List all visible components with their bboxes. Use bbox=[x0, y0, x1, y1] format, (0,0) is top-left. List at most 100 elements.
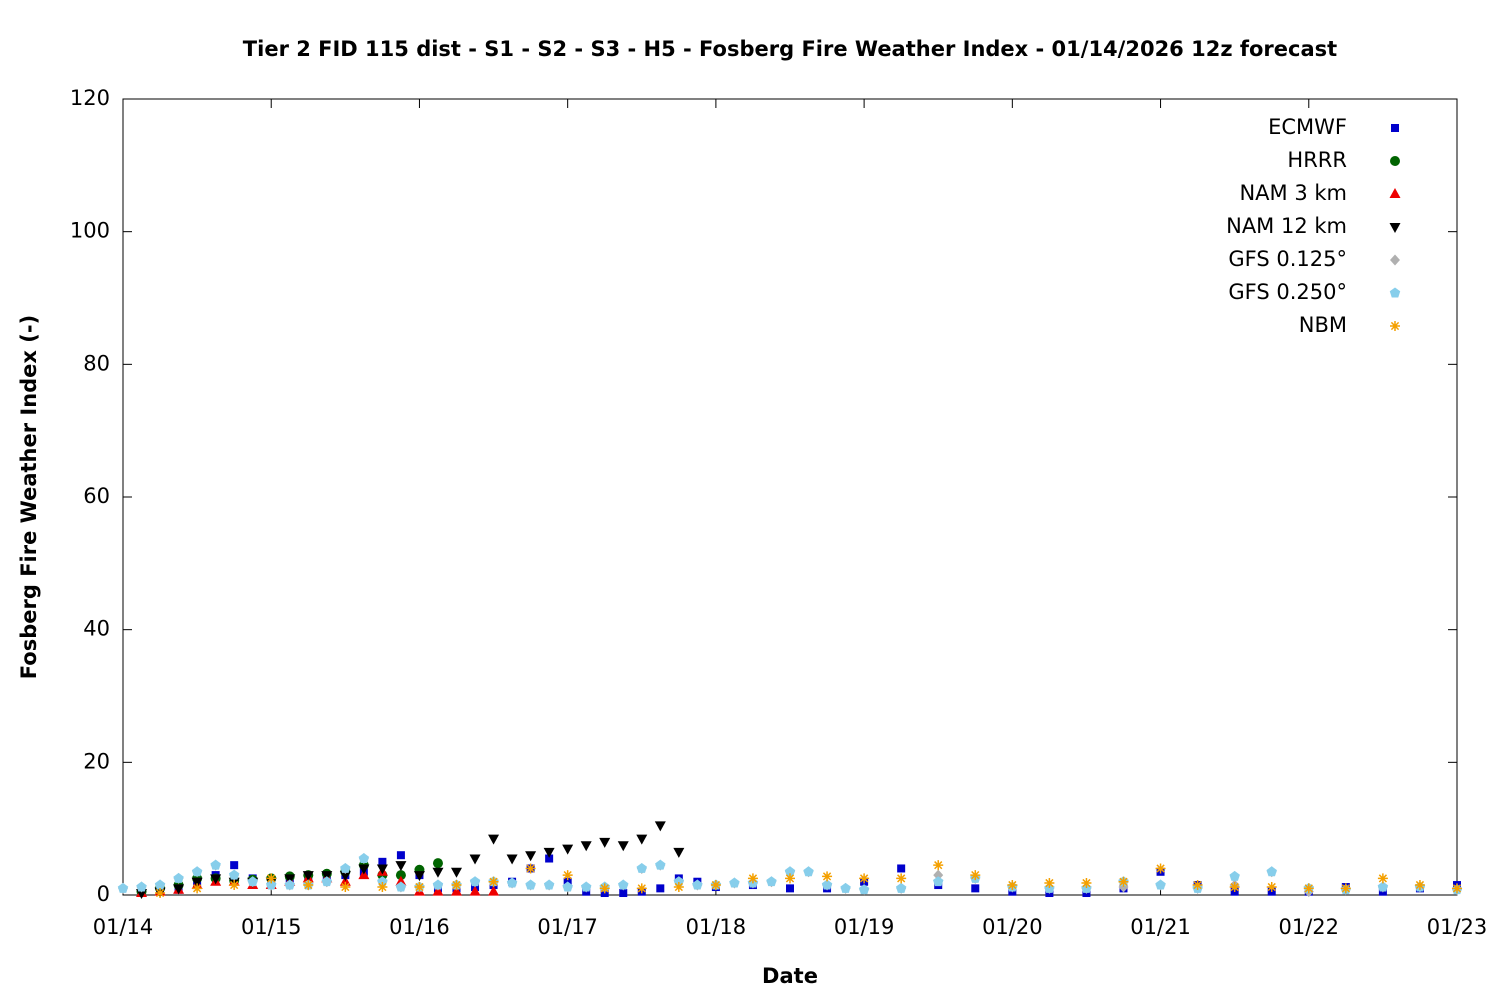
point bbox=[710, 880, 721, 891]
x-tick-label: 01/20 bbox=[982, 915, 1043, 939]
point bbox=[340, 882, 351, 893]
chart-title: Tier 2 FID 115 dist - S1 - S2 - S3 - H5 … bbox=[243, 37, 1337, 61]
point bbox=[191, 877, 203, 888]
point bbox=[1229, 882, 1240, 893]
point bbox=[897, 864, 906, 873]
x-tick-label: 01/15 bbox=[241, 915, 302, 939]
point bbox=[1266, 882, 1277, 893]
y-tick-label: 20 bbox=[83, 749, 110, 773]
point bbox=[1266, 866, 1277, 877]
legend-marker bbox=[1390, 254, 1400, 266]
point bbox=[1414, 880, 1425, 891]
y-tick-label: 0 bbox=[97, 882, 110, 906]
point bbox=[1081, 878, 1092, 889]
legend-label: NAM 3 km bbox=[1239, 181, 1347, 205]
legend-label: NBM bbox=[1299, 313, 1347, 337]
point bbox=[859, 873, 870, 884]
point bbox=[1377, 873, 1388, 884]
point bbox=[562, 881, 573, 892]
point bbox=[933, 869, 944, 881]
x-tick-label: 01/21 bbox=[1130, 915, 1191, 939]
legend-marker bbox=[1390, 321, 1400, 331]
point bbox=[210, 874, 222, 885]
point bbox=[488, 885, 500, 896]
point bbox=[284, 874, 296, 885]
legend-marker bbox=[1389, 188, 1401, 198]
point bbox=[173, 884, 185, 895]
point bbox=[396, 851, 405, 860]
point bbox=[654, 821, 666, 832]
legend-label: NAM 12 km bbox=[1226, 214, 1347, 238]
point bbox=[618, 879, 629, 890]
point bbox=[395, 881, 407, 892]
point bbox=[1007, 880, 1018, 891]
point bbox=[525, 863, 536, 874]
point bbox=[414, 882, 425, 893]
point bbox=[136, 889, 148, 900]
point bbox=[247, 876, 258, 887]
point bbox=[619, 889, 628, 898]
point bbox=[580, 841, 592, 852]
point bbox=[378, 857, 387, 866]
point bbox=[822, 871, 833, 882]
point bbox=[636, 862, 648, 873]
x-tick-label: 01/22 bbox=[1279, 915, 1340, 939]
point bbox=[395, 875, 407, 886]
y-tick-label: 120 bbox=[70, 86, 110, 110]
point bbox=[302, 871, 314, 882]
point bbox=[469, 854, 481, 865]
point bbox=[766, 876, 777, 887]
point bbox=[580, 881, 592, 892]
point bbox=[210, 859, 221, 870]
point bbox=[155, 888, 166, 899]
x-tick-label: 01/19 bbox=[834, 915, 895, 939]
point bbox=[543, 847, 555, 858]
point bbox=[1044, 878, 1055, 889]
point bbox=[673, 882, 684, 893]
y-tick-label: 60 bbox=[83, 484, 110, 508]
point bbox=[1118, 876, 1129, 887]
point bbox=[1192, 880, 1203, 891]
point bbox=[1452, 883, 1462, 894]
point bbox=[599, 883, 610, 894]
point bbox=[432, 867, 444, 878]
point bbox=[358, 864, 370, 875]
point bbox=[192, 883, 203, 894]
y-tick-label: 80 bbox=[83, 351, 110, 375]
legend-label: GFS 0.125° bbox=[1228, 247, 1347, 271]
point bbox=[432, 885, 444, 896]
point bbox=[339, 871, 351, 882]
point bbox=[321, 871, 333, 882]
point bbox=[970, 870, 981, 881]
point bbox=[729, 877, 740, 888]
legend-marker bbox=[1389, 223, 1401, 233]
point bbox=[1155, 863, 1166, 874]
point bbox=[506, 854, 518, 865]
point bbox=[230, 861, 239, 870]
x-tick-label: 01/17 bbox=[537, 915, 598, 939]
point bbox=[117, 882, 129, 893]
point bbox=[525, 851, 537, 862]
point bbox=[1303, 883, 1314, 894]
point bbox=[545, 854, 554, 863]
point bbox=[377, 882, 388, 893]
point bbox=[932, 876, 944, 887]
point bbox=[432, 879, 444, 890]
point bbox=[840, 882, 851, 893]
point bbox=[858, 884, 870, 895]
x-tick-label: 01/16 bbox=[389, 915, 450, 939]
point bbox=[506, 877, 518, 888]
x-axis-label: Date bbox=[762, 964, 818, 988]
point bbox=[543, 879, 555, 890]
point bbox=[655, 859, 666, 870]
legend-label: ECMWF bbox=[1268, 115, 1347, 139]
point bbox=[525, 879, 536, 890]
point bbox=[562, 870, 573, 881]
point bbox=[395, 861, 407, 872]
point bbox=[896, 873, 907, 884]
point bbox=[413, 871, 425, 882]
y-tick-label: 40 bbox=[83, 617, 110, 641]
point bbox=[786, 884, 794, 893]
